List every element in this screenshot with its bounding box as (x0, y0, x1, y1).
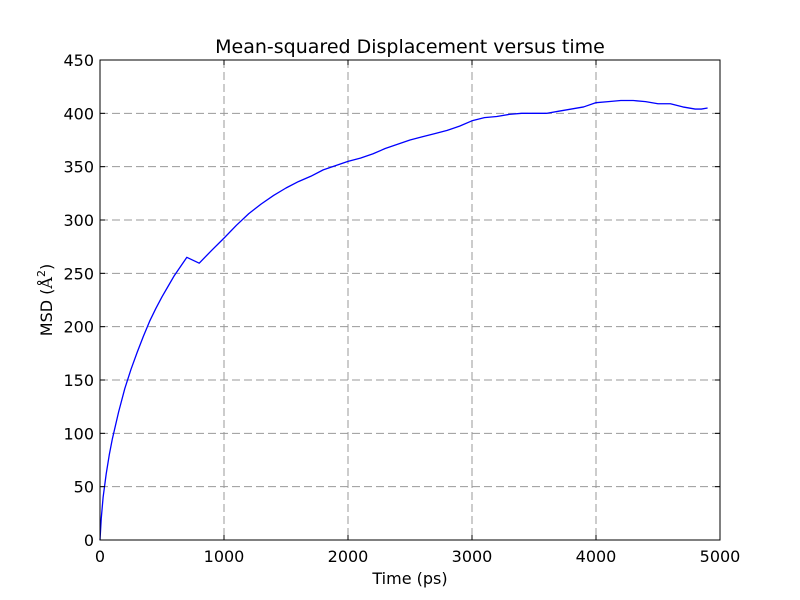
x-axis-label: Time (ps) (371, 569, 447, 588)
y-tick-label: 450 (63, 51, 94, 70)
msd-series-line (99, 99, 708, 541)
y-axis-label-unit: Å (36, 277, 56, 290)
plot-area-frame (99, 59, 721, 541)
x-tick-label: 2000 (328, 547, 369, 566)
y-tick-label: 100 (63, 424, 94, 443)
y-tick-label: 0 (84, 531, 94, 550)
x-tick-label: 5000 (700, 547, 741, 566)
x-tick-label: 0 (95, 547, 105, 566)
series-layer (99, 99, 708, 541)
chart-title: Mean-squared Displacement versus time (215, 36, 605, 58)
y-axis-label: MSD (Å2) (35, 264, 56, 336)
y-tick-label: 350 (63, 158, 94, 177)
y-axis-label-close: ) (37, 264, 56, 270)
x-tick-label: 3000 (452, 547, 493, 566)
y-tick-labels: 0 50 100 150 200 250 300 350 400 450 (63, 51, 94, 550)
y-axis-label-text: MSD ( (37, 289, 56, 337)
y-tick-label: 50 (74, 478, 94, 497)
grid-lines (100, 60, 720, 540)
y-tick-label: 300 (63, 211, 94, 230)
y-tick-label: 150 (63, 371, 94, 390)
y-tick-label: 250 (63, 264, 94, 283)
tick-marks (99, 59, 721, 541)
x-tick-label: 4000 (576, 547, 617, 566)
y-tick-label: 400 (63, 104, 94, 123)
y-axis-label-exponent: 2 (35, 270, 48, 277)
y-tick-label: 200 (63, 318, 94, 337)
x-tick-labels: 0 1000 2000 3000 4000 5000 (95, 547, 740, 566)
x-tick-label: 1000 (204, 547, 245, 566)
